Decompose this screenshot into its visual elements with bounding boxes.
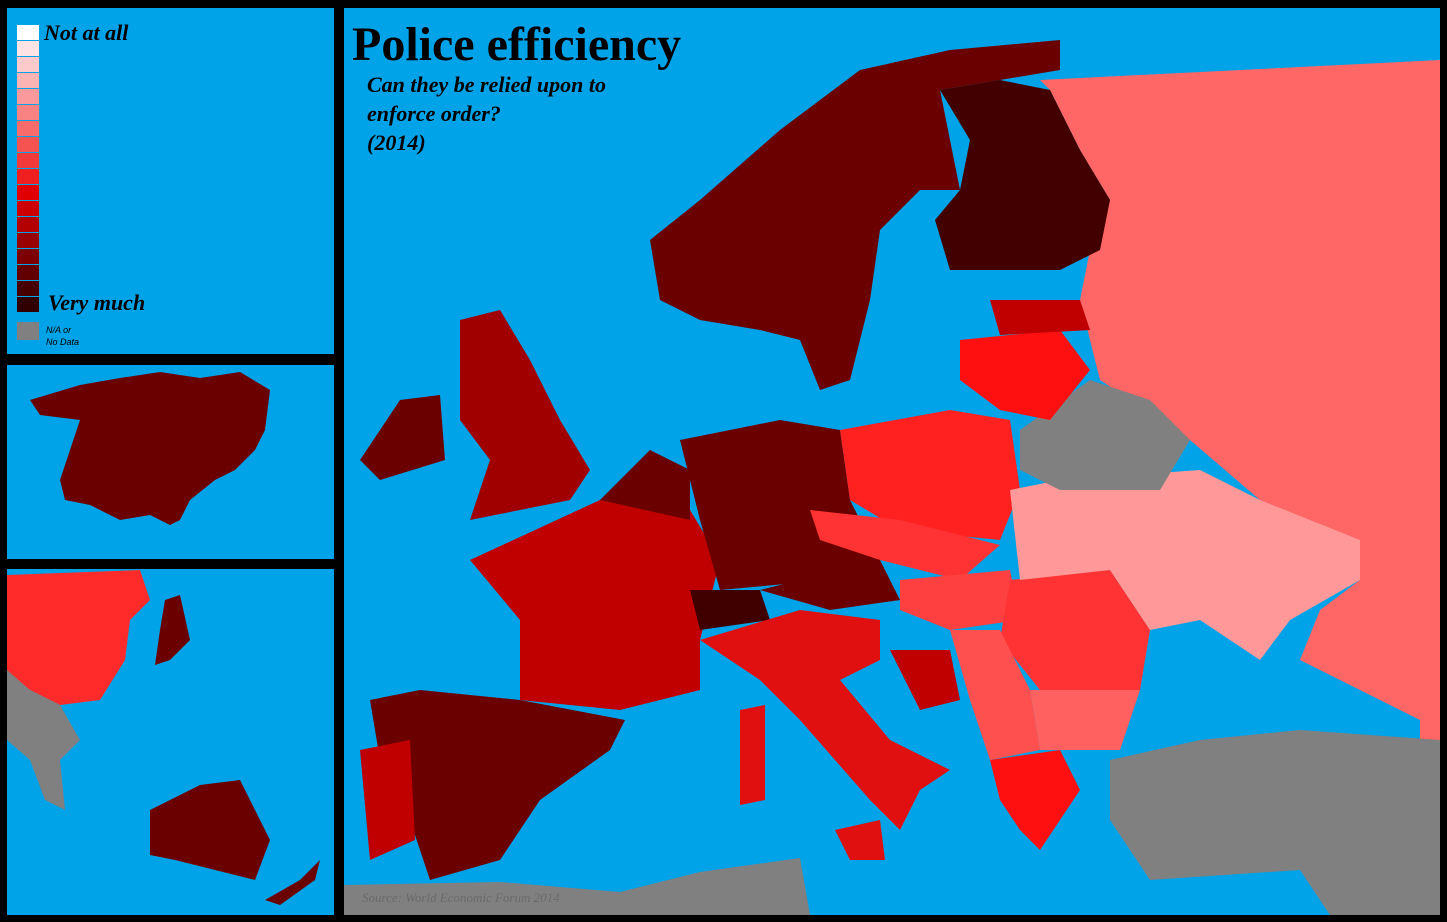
ukraine — [1010, 470, 1360, 660]
asia-pacific — [7, 570, 320, 905]
china — [7, 570, 150, 705]
poland — [840, 410, 1020, 540]
benelux — [600, 450, 690, 520]
source-note: Source: World Economic Forum 2014 — [362, 890, 560, 905]
austria — [760, 560, 900, 610]
hungary — [900, 570, 1020, 630]
north-africa — [344, 858, 810, 915]
legend-low-label: Not at all — [43, 20, 129, 45]
legend-swatch — [17, 57, 39, 72]
legend — [17, 25, 39, 340]
legend-high-label: Very much — [48, 290, 145, 315]
subtitle: (2014) — [367, 130, 426, 155]
legend-swatch — [17, 217, 39, 232]
legend-swatch — [17, 89, 39, 104]
legend-swatch — [17, 265, 39, 280]
legend-swatch — [17, 169, 39, 184]
legend-swatch — [17, 153, 39, 168]
legend-swatch — [17, 73, 39, 88]
belarus — [1020, 380, 1190, 490]
legend-na-swatch — [17, 322, 39, 340]
legend-swatch — [17, 25, 39, 40]
sicily — [835, 820, 885, 860]
scandinavia — [650, 40, 1060, 390]
bosnia — [890, 650, 960, 710]
ireland — [360, 395, 445, 480]
romania — [1000, 570, 1150, 690]
legend-swatch — [17, 297, 39, 312]
legend-swatch — [17, 201, 39, 216]
legend-swatch — [17, 185, 39, 200]
legend-swatch — [17, 233, 39, 248]
north-america — [30, 372, 270, 525]
legend-swatch — [17, 137, 39, 152]
subtitle: enforce order? — [367, 101, 501, 126]
southeast-asia — [7, 670, 80, 810]
czechia-slovakia — [810, 510, 1000, 580]
portugal — [360, 740, 415, 860]
australia — [150, 780, 270, 880]
switzerland — [690, 590, 770, 630]
lithuania-latvia — [960, 330, 1090, 420]
germany — [680, 420, 880, 590]
spain — [370, 690, 625, 880]
legend-swatch — [17, 41, 39, 56]
legend-na-label: N/A or — [46, 325, 72, 335]
europe — [344, 40, 1440, 915]
sardinia — [740, 705, 765, 805]
subtitle: Can they be relied upon to — [367, 72, 606, 97]
canada-usa — [30, 372, 270, 525]
new-zealand — [265, 860, 320, 905]
legend-swatch — [17, 105, 39, 120]
map-title: Police efficiency — [352, 18, 681, 71]
estonia — [990, 300, 1090, 335]
bulgaria — [1030, 690, 1140, 750]
greece — [990, 750, 1080, 850]
legend-swatch — [17, 249, 39, 264]
united-kingdom — [460, 310, 590, 520]
france — [470, 500, 720, 710]
turkey — [1110, 730, 1440, 915]
legend-swatch — [17, 121, 39, 136]
russia — [1040, 60, 1440, 915]
japan — [155, 595, 190, 665]
finland — [935, 80, 1110, 270]
legend-na-label: No Data — [46, 337, 79, 347]
italy — [700, 610, 950, 830]
serbia — [950, 630, 1040, 760]
legend-panel — [7, 8, 334, 354]
legend-swatch — [17, 281, 39, 296]
